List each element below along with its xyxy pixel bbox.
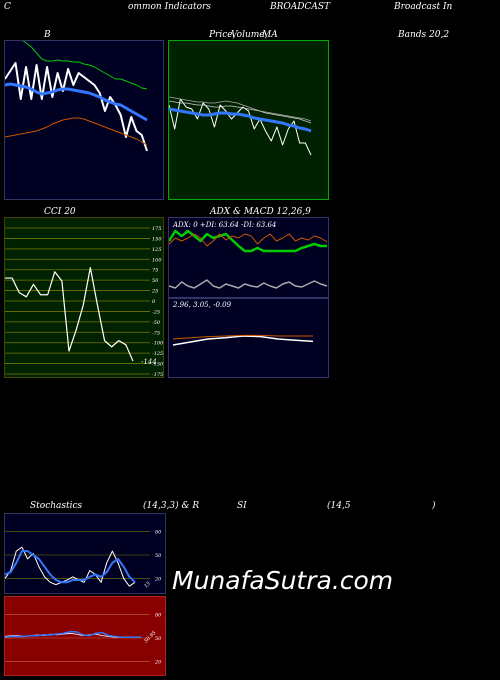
cci-tick-label-0: 175 xyxy=(152,226,162,232)
adx-adx-line xyxy=(169,279,328,289)
bollinger-chart xyxy=(5,41,148,152)
macd-signal-line xyxy=(172,334,313,340)
label-bands: Bands 20,2 xyxy=(398,30,450,40)
stoch-d-line xyxy=(5,550,136,584)
label-cci: CCI 20 xyxy=(44,207,76,217)
adx-minus_di-line xyxy=(169,233,328,247)
label-close-paren: ) xyxy=(432,501,436,511)
watermark: MunafaSutra.com xyxy=(172,566,394,595)
label-volume: Volume, xyxy=(231,30,268,40)
cci-tick-label-7: 0 xyxy=(152,299,156,305)
header-symbol: BROADCAST xyxy=(270,2,331,12)
bollinger-middle-line xyxy=(5,82,148,122)
price-ma-chart xyxy=(169,96,312,156)
stoch-k-line xyxy=(5,546,136,587)
label-ma: MA xyxy=(262,30,278,40)
cci-tick-label-5: 50 xyxy=(152,278,159,284)
cci-tick-label-2: 125 xyxy=(152,247,162,253)
cci-tick-label-8: -25 xyxy=(152,309,160,315)
header-company: Broadcast In xyxy=(394,2,453,12)
cci-tick-label-4: 75 xyxy=(152,268,158,274)
rsi-tick-label-1: 50 xyxy=(155,636,162,642)
price-ma-panel xyxy=(168,40,329,200)
stoch-last-value: 15 xyxy=(143,581,152,590)
cci-tick-label-12: -125 xyxy=(152,351,163,357)
cci-chart: 175 150 125 100 75 50 25 0 -25 -50 -75 -100 -125 -150… xyxy=(5,226,164,378)
label-stochastics: Stochastics xyxy=(30,501,83,511)
macd-readout: 2.96, 3.05, -0.09 xyxy=(172,301,232,309)
bollinger-panel xyxy=(4,40,164,200)
header-common-indicators: ommon Indicators xyxy=(128,2,211,12)
cci-tick-label-10: -75 xyxy=(152,330,160,336)
cci-tick-label-9: -50 xyxy=(152,320,161,326)
stoch-tick-label-1: 50 xyxy=(155,553,162,559)
bollinger-price-line xyxy=(5,62,148,152)
adx-chart: ADX: 0 +DI: 63.64 -DI: 63.64 xyxy=(169,221,328,289)
cci-tick-label-13: -150 xyxy=(152,362,164,368)
stochastics-panel: 80 50 20 15 xyxy=(4,513,166,594)
stoch-tick-label-0: 80 xyxy=(155,530,162,536)
label-rsi-params: (14,5 xyxy=(327,501,351,511)
bollinger-lower-line xyxy=(5,117,148,146)
macd-chart: 2.96, 3.05, -0.09 xyxy=(172,301,314,346)
price-price-line xyxy=(169,98,312,156)
bollinger-upper-line xyxy=(22,41,148,90)
rsi-panel: 80 50 20 50.95 xyxy=(4,596,166,676)
label-adx-macd: ADX & MACD 12,26,9 xyxy=(210,207,311,217)
cci-line xyxy=(5,267,134,362)
label-si: SI xyxy=(237,501,247,511)
macd-macd-line xyxy=(172,335,314,346)
cci-tick-label-14: -175 xyxy=(152,372,163,378)
cci-last-value: -144 xyxy=(141,358,157,366)
header-c: C xyxy=(4,2,11,12)
price-ma_slow-line xyxy=(169,100,312,124)
price-ma_mid-line xyxy=(169,96,312,122)
cci-tick-label-3: 100 xyxy=(152,257,162,263)
label-price: Price, xyxy=(209,30,236,40)
stoch-tick-label-2: 20 xyxy=(154,576,162,582)
cci-tick-label-11: -100 xyxy=(152,341,164,347)
rsi-rsi_ma-line xyxy=(5,631,141,638)
label-stoch-params: (14,3,3) & R xyxy=(143,501,200,511)
adx-plus_di-line xyxy=(169,229,327,253)
adx-readout: ADX: 0 +DI: 63.64 -DI: 63.64 xyxy=(172,221,276,229)
price-ma_fast-line xyxy=(169,107,312,133)
cci-panel: 175 150 125 100 75 50 25 0 -25 -50 -75 -100 -125 -150… xyxy=(4,217,164,378)
cci-tick-label-1: 150 xyxy=(152,236,162,242)
adx-panel: ADX: 0 +DI: 63.64 -DI: 63.64 xyxy=(168,217,329,298)
label-bollinger: B xyxy=(44,30,51,40)
rsi-tick-label-0: 80 xyxy=(155,613,162,619)
cci-tick-label-6: 25 xyxy=(151,289,158,295)
rsi-tick-label-2: 20 xyxy=(154,659,162,665)
macd-panel: 2.96, 3.05, -0.09 xyxy=(168,298,329,378)
